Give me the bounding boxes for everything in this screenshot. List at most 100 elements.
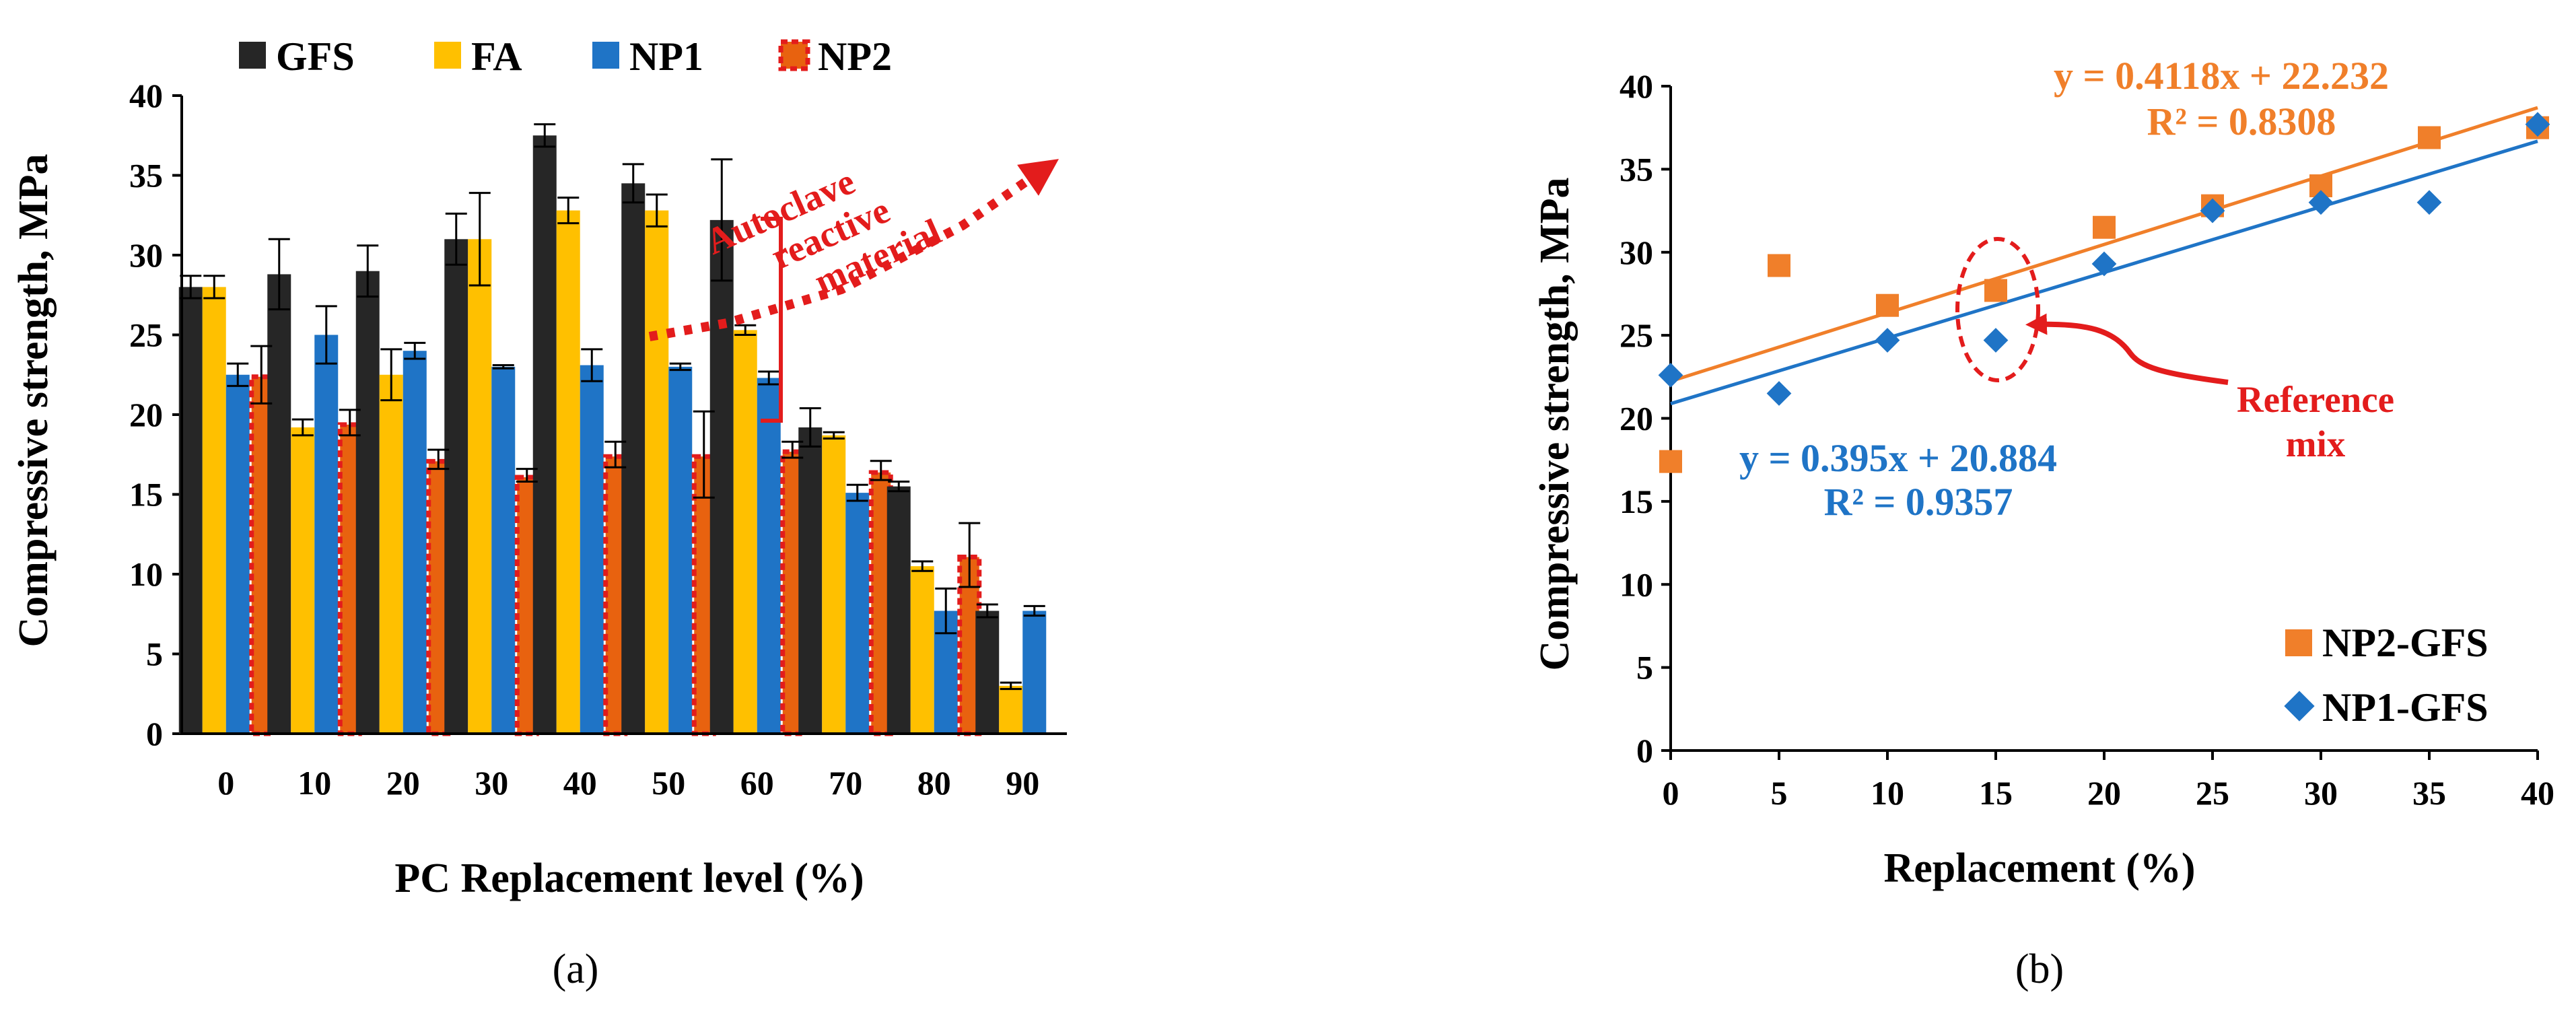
bar-gfs <box>798 427 823 734</box>
point-np2-gfs <box>1768 254 1790 277</box>
panel-label: (a) <box>553 946 599 992</box>
y-tick-label: 10 <box>129 555 163 593</box>
point-np1-gfs <box>2091 251 2117 277</box>
x-tick-label: 40 <box>2521 774 2554 812</box>
bar-np1 <box>403 351 427 734</box>
x-tick-label: 90 <box>1006 764 1039 802</box>
y-tick-label: 40 <box>129 77 163 114</box>
legend-swatch-np1 <box>592 42 619 69</box>
bar-fa <box>910 566 934 734</box>
y-tick-label: 5 <box>1636 649 1653 687</box>
legend-swatch-fa <box>434 42 461 69</box>
bar-np1 <box>314 335 339 734</box>
bar-gfs <box>532 135 557 734</box>
x-tick-label: 0 <box>1663 774 1679 812</box>
x-tick-label: 30 <box>475 764 508 802</box>
y-tick-label: 40 <box>1620 67 1653 105</box>
point-np1-gfs <box>2416 190 2442 215</box>
x-tick-labels: 0 10 20 30 40 50 60 70 80 90 <box>217 764 1039 802</box>
legend: GFS FA NP1 NP2 <box>239 34 892 79</box>
reference-mix-annotation: Reference mix <box>1955 237 2394 464</box>
reference-mix-arrow <box>2025 313 2229 385</box>
annotation-bracket <box>761 217 783 423</box>
legend-label-fa: FA <box>471 34 522 79</box>
legend-label-np2-gfs: NP2-GFS <box>2322 621 2488 665</box>
x-tick-label: 80 <box>917 764 951 802</box>
bar-fa <box>999 685 1023 734</box>
bar-gfs <box>355 271 380 734</box>
point-np2-gfs <box>1984 279 2007 302</box>
y-tick-label: 30 <box>1620 234 1653 271</box>
x-tick-label: 30 <box>2304 774 2338 812</box>
legend-label-np1: NP1 <box>629 34 703 79</box>
x-tick-label: 10 <box>298 764 331 802</box>
y-axis-title: Compressive strength, MPa <box>1532 177 1578 670</box>
annotation-arrow <box>648 159 1059 341</box>
point-np1-gfs <box>2200 198 2225 223</box>
x-tick-labels: 0 5 10 15 20 25 30 35 40 <box>1663 751 2554 812</box>
reference-mix-line-2: mix <box>2286 423 2346 464</box>
x-tick-label: 10 <box>1871 774 1904 812</box>
bar-np1 <box>580 365 604 734</box>
point-np2-gfs <box>2093 215 2116 239</box>
point-np1-gfs <box>1766 381 1792 406</box>
y-tick-label: 5 <box>146 635 163 673</box>
y-tick-label: 25 <box>129 316 163 354</box>
y-tick-label: 15 <box>129 476 163 514</box>
bar-np1 <box>491 366 516 734</box>
reference-mix-line-1: Reference <box>2237 379 2394 420</box>
bar-gfs <box>444 239 468 734</box>
trend-r2-np1: R² = 0.9357 <box>1824 480 2013 524</box>
autoclave-annotation: Autoclave reactive material <box>648 159 1059 423</box>
bar-np1 <box>668 366 693 734</box>
point-np1-gfs <box>1983 328 2009 353</box>
x-tick-label: 40 <box>563 764 597 802</box>
bar-fa <box>468 239 492 734</box>
point-np2-gfs <box>2418 126 2441 149</box>
bar-gfs <box>621 183 646 734</box>
point-np2-gfs <box>1876 293 1899 317</box>
y-axis-title: Compressive strength, MPa <box>11 153 57 647</box>
y-tick-label: 25 <box>1620 316 1653 354</box>
legend-label-np1-gfs: NP1-GFS <box>2322 685 2488 730</box>
bar-gfs <box>709 219 734 734</box>
bar-fa <box>645 210 669 734</box>
legend-marker-np2-gfs <box>2285 629 2312 656</box>
bar-chart-panel: 0 10 20 30 40 50 60 70 80 90 0 5 10 15 20 25 30 35 40 PC … <box>11 34 1067 992</box>
x-tick-label: 15 <box>1979 774 2013 812</box>
y-axis-ticks <box>172 94 182 735</box>
y-tick-label: 0 <box>146 715 163 753</box>
y-tick-label: 30 <box>129 236 163 274</box>
bar-fa <box>733 330 757 734</box>
trend-equation-np1: y = 0.395x + 20.884 <box>1739 436 2057 480</box>
scatter-chart-panel: 0 5 10 15 20 25 30 35 40 0 5 10 15 20 25 30 35 40 Replac… <box>1532 54 2554 992</box>
bar-fa <box>379 374 403 734</box>
legend-label-gfs: GFS <box>276 34 355 79</box>
y-tick-label: 35 <box>1620 150 1653 188</box>
legend-swatch-gfs <box>239 42 266 69</box>
y-tick-labels: 0 5 10 15 20 25 30 35 40 <box>129 77 163 753</box>
point-np1-gfs <box>2308 190 2334 215</box>
point-np1-gfs <box>1658 362 1683 388</box>
trendline-np2-gfs <box>1670 106 2538 383</box>
x-tick-label: 60 <box>740 764 774 802</box>
bar-gfs <box>267 274 291 734</box>
bar-gfs <box>975 611 1000 734</box>
y-tick-label: 0 <box>1636 732 1653 769</box>
x-tick-label: 25 <box>2196 774 2229 812</box>
x-tick-label: 35 <box>2412 774 2446 812</box>
y-tick-label: 20 <box>1620 400 1653 438</box>
y-tick-label: 20 <box>129 396 163 433</box>
y-tick-label: 35 <box>129 157 163 195</box>
trend-equation-np2: y = 0.4118x + 22.232 <box>2054 54 2389 98</box>
trend-r2-np2: R² = 0.8308 <box>2147 100 2336 143</box>
x-tick-label: 20 <box>386 764 420 802</box>
point-np1-gfs <box>1875 328 1900 353</box>
x-tick-label: 5 <box>1771 774 1788 812</box>
bar-fa <box>291 427 315 734</box>
bar-np1 <box>1022 611 1047 734</box>
y-tick-labels: 0 5 10 15 20 25 30 35 40 <box>1620 67 1671 769</box>
bar-series-group <box>178 135 1047 736</box>
legend-swatch-np2 <box>778 39 810 71</box>
